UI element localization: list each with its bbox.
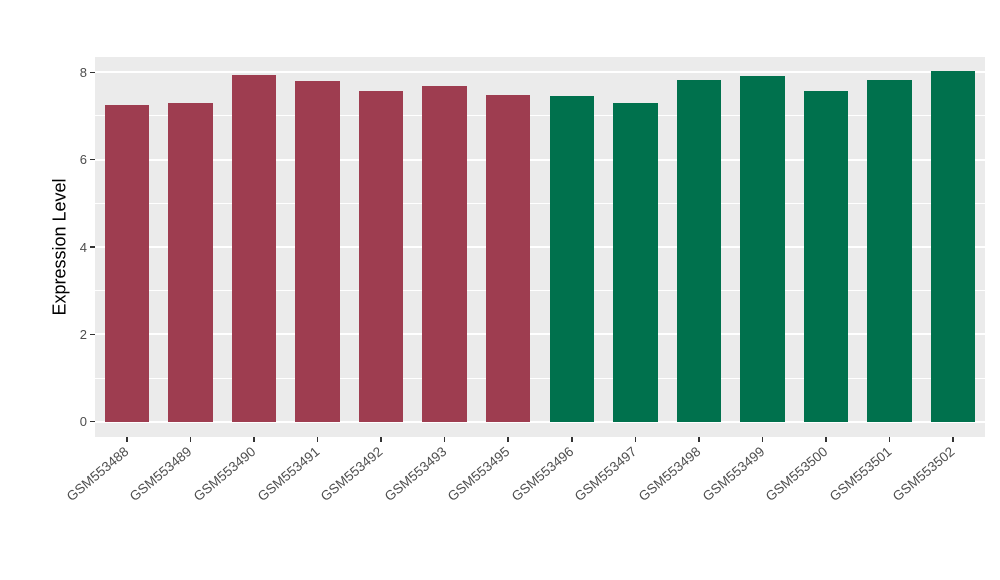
minor-gridline	[95, 115, 985, 117]
x-tick-mark	[825, 437, 827, 442]
x-tick-label: GSM553495	[444, 443, 513, 505]
x-tick-label: GSM553489	[127, 443, 195, 505]
x-tick-label: GSM553496	[508, 443, 577, 505]
y-tick-label: 6	[79, 152, 87, 168]
y-tick-label: 0	[79, 414, 87, 430]
x-tick-mark	[443, 437, 446, 442]
x-tick-mark	[189, 437, 192, 442]
minor-gridline	[95, 377, 985, 379]
x-tick-mark	[316, 437, 319, 442]
plot-panel	[95, 57, 985, 437]
bar	[549, 96, 595, 422]
x-tick-mark	[634, 437, 637, 442]
major-gridline	[95, 246, 985, 248]
bar	[740, 75, 785, 422]
x-tick-label: GSM553488	[63, 443, 132, 505]
x-tick-mark	[253, 437, 255, 442]
x-tick-label: GSM553493	[381, 443, 450, 505]
x-tick-mark	[952, 437, 954, 442]
bar	[867, 79, 912, 422]
bar	[231, 75, 277, 422]
x-tick-mark	[126, 437, 128, 442]
x-tick-mark	[507, 437, 509, 442]
y-tick-mark	[90, 420, 95, 423]
y-tick-label: 2	[79, 326, 87, 342]
y-tick-mark	[90, 71, 95, 74]
x-tick-mark	[698, 437, 700, 442]
x-tick-mark	[380, 437, 382, 442]
minor-gridline	[95, 290, 985, 292]
bar	[358, 90, 404, 422]
major-gridline	[95, 420, 985, 423]
x-tick-label: GSM553500	[762, 443, 831, 505]
major-gridline	[95, 158, 985, 161]
bar	[104, 105, 150, 422]
x-tick-mark	[888, 437, 891, 442]
x-tick-label: GSM553501	[826, 443, 895, 505]
y-tick-mark	[90, 333, 95, 336]
x-tick-label: GSM553490	[190, 443, 259, 505]
bar	[485, 95, 531, 422]
x-tick-label: GSM553502	[889, 443, 958, 505]
x-tick-label: GSM553499	[699, 443, 767, 505]
x-tick-mark	[571, 437, 573, 442]
bar	[613, 102, 658, 422]
bar	[676, 79, 722, 422]
bar	[803, 90, 849, 422]
x-tick-label: GSM553497	[572, 443, 640, 505]
x-tick-mark	[761, 437, 764, 442]
x-tick-label: GSM553492	[317, 443, 386, 505]
bar	[168, 102, 213, 422]
bar	[422, 86, 467, 422]
y-tick-label: 4	[79, 239, 87, 255]
major-gridline	[95, 71, 985, 74]
major-gridline	[95, 333, 985, 336]
y-tick-label: 8	[79, 64, 87, 80]
bar	[930, 71, 976, 422]
x-tick-label: GSM553491	[254, 443, 322, 505]
minor-gridline	[95, 202, 985, 204]
y-tick-mark	[90, 246, 95, 248]
bar	[295, 81, 340, 422]
x-tick-label: GSM553498	[635, 443, 704, 505]
y-tick-mark	[90, 158, 95, 161]
